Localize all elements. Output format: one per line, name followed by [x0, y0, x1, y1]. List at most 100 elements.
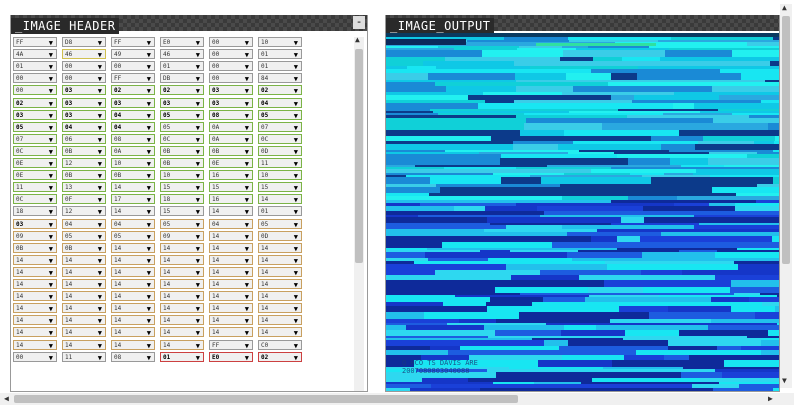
- byte-select[interactable]: 0B ▼: [13, 242, 57, 253]
- byte-select[interactable]: FF ▼: [209, 339, 253, 350]
- byte-select[interactable]: 12 ▼: [62, 206, 106, 217]
- byte-select[interactable]: 14 ▼: [160, 327, 204, 338]
- byte-select[interactable]: 14 ▼: [258, 242, 302, 253]
- byte-select[interactable]: 07 ▼: [258, 121, 302, 132]
- byte-select[interactable]: 09 ▼: [160, 230, 204, 241]
- byte-select[interactable]: 14 ▼: [160, 339, 204, 350]
- byte-select[interactable]: 14 ▼: [13, 291, 57, 302]
- byte-select[interactable]: 14 ▼: [258, 327, 302, 338]
- byte-select[interactable]: 14 ▼: [160, 291, 204, 302]
- byte-select[interactable]: 14 ▼: [62, 291, 106, 302]
- byte-select[interactable]: 12 ▼: [62, 158, 106, 168]
- byte-select[interactable]: 0E ▼: [13, 158, 57, 168]
- byte-select[interactable]: 0C ▼: [160, 133, 204, 144]
- byte-select[interactable]: 05 ▼: [111, 230, 155, 241]
- byte-select[interactable]: FF ▼: [13, 37, 57, 47]
- header-scroll-thumb[interactable]: [355, 49, 363, 263]
- byte-select[interactable]: 14 ▼: [258, 303, 302, 314]
- header-vertical-scrollbar[interactable]: ▲: [354, 35, 364, 391]
- byte-select[interactable]: 14 ▼: [13, 315, 57, 326]
- byte-select[interactable]: 14 ▼: [258, 279, 302, 289]
- byte-select[interactable]: 00 ▼: [62, 61, 106, 72]
- byte-select[interactable]: 15 ▼: [160, 206, 204, 217]
- byte-select[interactable]: 00 ▼: [62, 73, 106, 84]
- byte-select[interactable]: 14 ▼: [62, 327, 106, 338]
- byte-select[interactable]: 16 ▼: [209, 194, 253, 205]
- byte-select[interactable]: 14 ▼: [111, 206, 155, 217]
- page-scroll-up-icon[interactable]: ▲: [782, 3, 787, 12]
- byte-select[interactable]: C0 ▼: [258, 339, 302, 350]
- byte-select[interactable]: 03 ▼: [160, 97, 204, 108]
- byte-select[interactable]: 02 ▼: [258, 85, 302, 96]
- page-horizontal-scrollbar[interactable]: ◀ ▶: [0, 393, 794, 405]
- byte-select[interactable]: 4A ▼: [13, 49, 57, 60]
- scroll-up-icon[interactable]: ▲: [355, 35, 360, 44]
- byte-select[interactable]: 02 ▼: [111, 85, 155, 96]
- byte-select[interactable]: 04 ▼: [209, 218, 253, 229]
- byte-select[interactable]: 0B ▼: [62, 145, 106, 156]
- byte-select[interactable]: E0 ▼: [160, 37, 204, 47]
- byte-select[interactable]: 14 ▼: [160, 242, 204, 253]
- byte-select[interactable]: FF ▼: [111, 73, 155, 84]
- byte-select[interactable]: 14 ▼: [209, 303, 253, 314]
- byte-select[interactable]: 14 ▼: [258, 194, 302, 205]
- byte-select[interactable]: 14 ▼: [111, 254, 155, 265]
- byte-select[interactable]: 00 ▼: [13, 85, 57, 96]
- byte-select[interactable]: 14 ▼: [13, 266, 57, 277]
- byte-select[interactable]: 04 ▼: [258, 97, 302, 108]
- byte-select[interactable]: 01 ▼: [258, 49, 302, 60]
- byte-select[interactable]: 09 ▼: [13, 230, 57, 241]
- byte-select[interactable]: 08 ▼: [111, 133, 155, 144]
- byte-select[interactable]: 14 ▼: [62, 266, 106, 277]
- byte-select[interactable]: 14 ▼: [209, 291, 253, 302]
- byte-select[interactable]: 14 ▼: [111, 182, 155, 193]
- byte-select[interactable]: 04 ▼: [111, 121, 155, 132]
- byte-select[interactable]: 14 ▼: [258, 254, 302, 265]
- byte-select[interactable]: 14 ▼: [209, 254, 253, 265]
- byte-select[interactable]: 0E ▼: [209, 158, 253, 168]
- byte-select[interactable]: 16 ▼: [209, 170, 253, 181]
- byte-select[interactable]: 14 ▼: [13, 254, 57, 265]
- byte-select[interactable]: 14 ▼: [111, 242, 155, 253]
- scroll-right-icon[interactable]: ▶: [768, 394, 773, 403]
- byte-select[interactable]: 10 ▼: [258, 37, 302, 47]
- byte-select[interactable]: 14 ▼: [160, 254, 204, 265]
- byte-select[interactable]: 0B ▼: [62, 170, 106, 181]
- byte-select[interactable]: DB ▼: [160, 73, 204, 84]
- byte-select[interactable]: 00 ▼: [209, 73, 253, 84]
- byte-select[interactable]: 0B ▼: [160, 145, 204, 156]
- byte-select[interactable]: 14 ▼: [111, 266, 155, 277]
- byte-select[interactable]: 10 ▼: [258, 170, 302, 181]
- byte-select[interactable]: 00 ▼: [209, 49, 253, 60]
- byte-select[interactable]: 0A ▼: [209, 121, 253, 132]
- minimize-button[interactable]: -: [353, 16, 365, 29]
- byte-select[interactable]: 14 ▼: [209, 230, 253, 241]
- byte-select[interactable]: 03 ▼: [13, 109, 57, 120]
- byte-select[interactable]: 05 ▼: [160, 109, 204, 120]
- byte-select[interactable]: 0B ▼: [62, 242, 106, 253]
- byte-select[interactable]: 14 ▼: [111, 279, 155, 289]
- byte-select[interactable]: 0B ▼: [160, 158, 204, 168]
- byte-select[interactable]: 05 ▼: [258, 109, 302, 120]
- byte-select[interactable]: 08 ▼: [209, 109, 253, 120]
- byte-select[interactable]: 03 ▼: [209, 97, 253, 108]
- horizontal-scroll-thumb[interactable]: [14, 395, 518, 403]
- page-scroll-down-icon[interactable]: ▼: [782, 376, 787, 385]
- byte-select[interactable]: 14 ▼: [209, 327, 253, 338]
- byte-select[interactable]: 11 ▼: [13, 182, 57, 193]
- byte-select[interactable]: 46 ▼: [62, 49, 106, 60]
- byte-select[interactable]: 14 ▼: [111, 339, 155, 350]
- byte-select[interactable]: 14 ▼: [258, 266, 302, 277]
- byte-select[interactable]: 0C ▼: [258, 133, 302, 144]
- byte-select[interactable]: 14 ▼: [62, 315, 106, 326]
- byte-select[interactable]: 15 ▼: [209, 182, 253, 193]
- byte-select[interactable]: 04 ▼: [111, 109, 155, 120]
- byte-select[interactable]: 0A ▼: [209, 133, 253, 144]
- byte-select[interactable]: 14 ▼: [13, 303, 57, 314]
- byte-select[interactable]: 05 ▼: [160, 121, 204, 132]
- byte-select[interactable]: 03 ▼: [111, 97, 155, 108]
- byte-select[interactable]: 01 ▼: [258, 206, 302, 217]
- byte-select[interactable]: 84 ▼: [258, 73, 302, 84]
- byte-select[interactable]: 05 ▼: [13, 121, 57, 132]
- byte-select[interactable]: 0F ▼: [62, 194, 106, 205]
